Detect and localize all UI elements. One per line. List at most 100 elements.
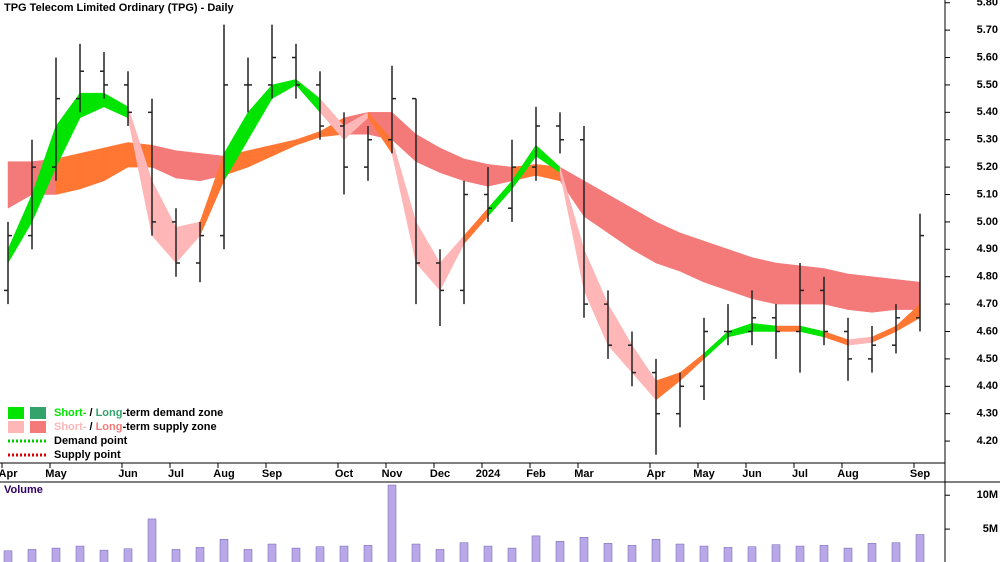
long-zone-segment: [799, 265, 825, 305]
volume-bar: [915, 534, 925, 562]
volume-bar: [819, 545, 829, 562]
volume-bar: [579, 536, 589, 562]
volume-bar: [3, 550, 13, 562]
volume-bar: [459, 542, 469, 562]
volume-bar: [507, 547, 517, 562]
legend-text: -term demand zone: [122, 407, 223, 419]
volume-bar: [387, 484, 397, 562]
x-tick-label: Sep: [910, 468, 930, 480]
volume-bar: [363, 545, 373, 562]
long-zone-segment: [823, 268, 849, 310]
long-zone-segment: [703, 240, 729, 291]
volume-bar: [51, 547, 61, 562]
short-zone-segment: [775, 325, 801, 332]
x-tick-label: Nov: [382, 468, 404, 480]
y-tick-label: 5M: [983, 523, 998, 535]
volume-bar: [747, 546, 757, 562]
long-zone-segment: [847, 273, 873, 313]
y-tick-label: 5.20: [977, 161, 998, 173]
x-tick-label: Apr: [0, 468, 18, 480]
volume-bar: [627, 545, 637, 562]
y-tick-label: 5.00: [977, 216, 998, 228]
x-tick-label: Aug: [213, 468, 234, 480]
volume-bar: [99, 549, 109, 562]
volume-bar: [531, 535, 541, 562]
volume-bar: [243, 549, 253, 562]
x-tick-label: Dec: [430, 468, 450, 480]
long-zone-segment: [775, 262, 801, 305]
x-tick-label: May: [693, 468, 715, 480]
legend-swatch: [30, 407, 46, 419]
volume-bar: [795, 545, 805, 562]
x-tick-label: Jul: [168, 468, 184, 480]
legend-text: Short-: [54, 407, 87, 419]
volume-bar: [315, 546, 325, 562]
volume-bar: [723, 547, 733, 562]
x-tick-label: 2024: [476, 468, 501, 480]
legend-swatch: [8, 421, 24, 433]
y-tick-label: 5.60: [977, 51, 998, 63]
x-tick-label: Jun: [742, 468, 762, 480]
y-tick-label: 5.50: [977, 79, 998, 91]
y-tick-label: 4.40: [977, 380, 998, 392]
legend-label: Demand point: [54, 435, 128, 447]
y-tick-label: 5.40: [977, 106, 998, 118]
long-zone-segment: [175, 150, 201, 182]
volume-bar: [123, 548, 133, 562]
volume-bar: [171, 549, 181, 562]
legend-text: Long: [96, 407, 123, 419]
long-zone-segment: [895, 279, 921, 310]
legend-text: Demand point: [54, 435, 128, 447]
x-tick-label: May: [45, 468, 67, 480]
x-tick-label: Feb: [526, 468, 546, 480]
y-tick-label: 4.50: [977, 353, 998, 365]
volume-bar: [435, 549, 445, 562]
legend-text: Supply point: [54, 449, 121, 461]
volume-bar: [555, 541, 565, 562]
x-tick-label: Oct: [335, 468, 354, 480]
volume-bar: [411, 543, 421, 562]
legend-label: Short- / Long-term supply zone: [54, 421, 217, 433]
x-tick-label: Aug: [837, 468, 858, 480]
volume-bar: [891, 542, 901, 562]
y-tick-label: 4.80: [977, 271, 998, 283]
legend-text: Short-: [54, 421, 87, 433]
volume-bar: [291, 547, 301, 562]
volume-bar: [267, 543, 277, 562]
volume-bar: [699, 545, 709, 562]
legend-text: /: [86, 421, 95, 433]
volume-bar: [651, 539, 661, 562]
volume-bar: [147, 518, 157, 562]
y-tick-label: 4.70: [977, 298, 998, 310]
y-tick-label: 5.30: [977, 134, 998, 146]
y-tick-label: 4.20: [977, 435, 998, 447]
y-tick-label: 4.90: [977, 243, 998, 255]
volume-bar: [75, 545, 85, 562]
y-tick-label: 5.80: [977, 0, 998, 9]
volume-bar: [843, 547, 853, 562]
x-tick-label: Jun: [118, 468, 138, 480]
legend-text: -term supply zone: [122, 421, 216, 433]
x-tick-label: Jul: [792, 468, 808, 480]
legend-text: /: [86, 407, 95, 419]
legend-label: Short- / Long-term demand zone: [54, 407, 223, 419]
x-tick-label: Mar: [574, 468, 594, 480]
x-tick-label: Apr: [647, 468, 667, 480]
y-tick-label: 4.60: [977, 325, 998, 337]
volume-bar: [27, 549, 37, 562]
y-tick-label: 10M: [977, 489, 998, 501]
long-zone-segment: [871, 276, 897, 313]
volume-bar: [339, 545, 349, 562]
x-tick-label: Sep: [262, 468, 282, 480]
y-tick-label: 4.30: [977, 408, 998, 420]
y-tick-label: 5.70: [977, 24, 998, 36]
volume-bar: [675, 543, 685, 562]
volume-bar: [195, 547, 205, 562]
volume-bar: [867, 543, 877, 562]
volume-bar: [603, 543, 613, 562]
legend-text: Long: [96, 421, 123, 433]
volume-bar: [219, 539, 229, 562]
volume-bar: [483, 545, 493, 562]
long-zone-segment: [727, 248, 753, 299]
legend-swatch: [30, 421, 46, 433]
